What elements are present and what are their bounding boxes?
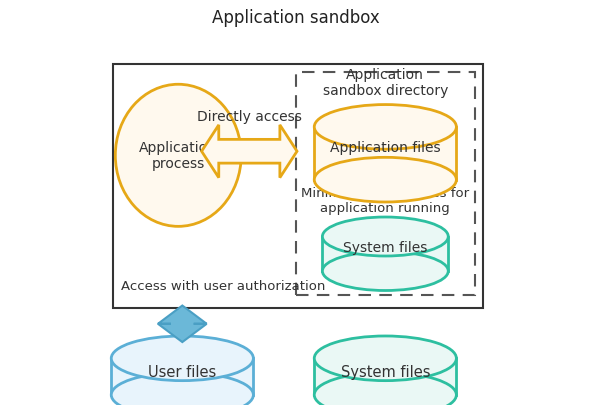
Text: Application
process: Application process (139, 141, 217, 171)
Polygon shape (202, 126, 297, 178)
Text: Application
sandbox directory: Application sandbox directory (323, 68, 448, 98)
Text: System files: System files (343, 241, 427, 255)
Polygon shape (111, 358, 253, 395)
Ellipse shape (115, 85, 241, 227)
Ellipse shape (314, 336, 456, 381)
Bar (296, 73, 475, 296)
Text: User files: User files (148, 364, 217, 379)
Ellipse shape (314, 105, 456, 150)
Text: System files: System files (340, 364, 430, 379)
Ellipse shape (314, 158, 456, 202)
Text: Access with user authorization: Access with user authorization (121, 279, 326, 292)
Polygon shape (314, 128, 456, 180)
Text: Minimum system files for
application running: Minimum system files for application run… (301, 187, 469, 214)
Ellipse shape (111, 336, 253, 381)
Ellipse shape (323, 252, 448, 291)
Bar (113, 65, 482, 308)
Polygon shape (314, 358, 456, 395)
Ellipse shape (111, 373, 253, 405)
Ellipse shape (323, 217, 448, 256)
Polygon shape (323, 237, 448, 271)
Text: Directly access: Directly access (197, 110, 302, 124)
Text: Application sandbox: Application sandbox (212, 9, 380, 27)
Text: Application files: Application files (330, 141, 440, 155)
Polygon shape (158, 306, 207, 342)
Ellipse shape (314, 373, 456, 405)
